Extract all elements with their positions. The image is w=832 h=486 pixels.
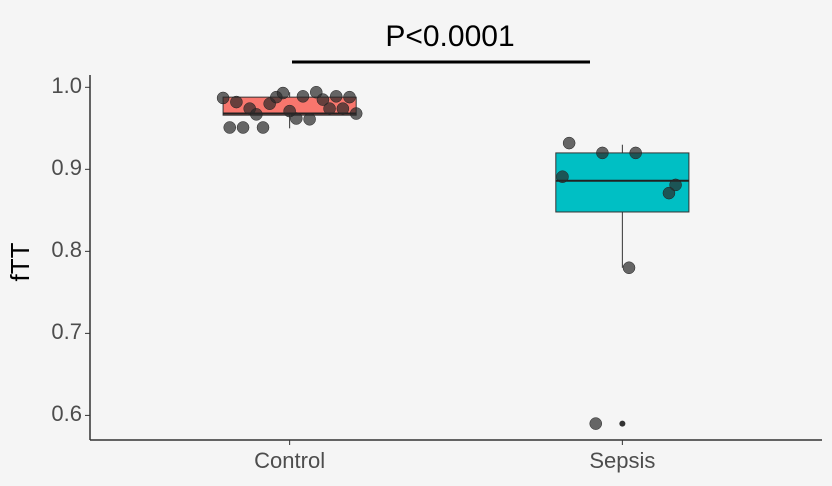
point bbox=[230, 95, 243, 109]
point bbox=[669, 178, 682, 192]
point bbox=[296, 90, 310, 103]
y-tick-label: 1.0 bbox=[51, 73, 82, 98]
point bbox=[216, 91, 230, 105]
point bbox=[343, 90, 356, 104]
point bbox=[622, 261, 636, 275]
point bbox=[250, 108, 263, 121]
y-tick-label: 0.7 bbox=[51, 319, 82, 344]
point bbox=[662, 186, 676, 200]
y-tick-label: 0.6 bbox=[51, 401, 82, 426]
point bbox=[256, 121, 270, 134]
point bbox=[323, 102, 336, 115]
point bbox=[283, 104, 296, 118]
point bbox=[303, 113, 316, 126]
point bbox=[329, 90, 343, 103]
point bbox=[589, 417, 602, 430]
point bbox=[316, 93, 330, 106]
significance-label: P<0.0001 bbox=[385, 20, 514, 53]
outlier bbox=[619, 420, 626, 427]
point bbox=[349, 107, 363, 120]
point bbox=[336, 102, 350, 115]
point bbox=[629, 146, 642, 160]
x-tick-label: Sepsis bbox=[589, 448, 655, 473]
x-tick-label: Control bbox=[254, 448, 325, 473]
y-tick-label: 0.9 bbox=[51, 155, 82, 180]
point bbox=[596, 146, 609, 160]
point bbox=[276, 86, 290, 100]
point bbox=[223, 121, 236, 134]
y-axis-label: fTT bbox=[5, 242, 35, 281]
point bbox=[236, 121, 250, 134]
point bbox=[562, 136, 576, 150]
point bbox=[556, 170, 569, 183]
y-tick-label: 0.8 bbox=[51, 237, 82, 262]
box bbox=[555, 152, 690, 213]
